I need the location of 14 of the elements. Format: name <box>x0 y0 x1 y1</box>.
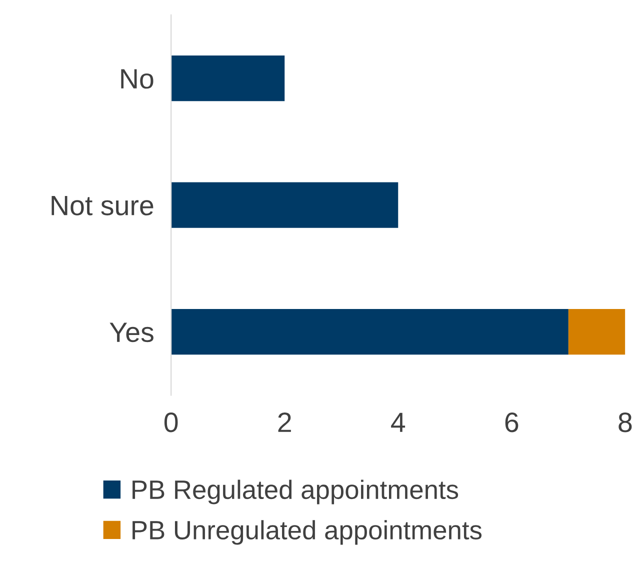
x-tick-label: 6 <box>505 412 518 432</box>
x-tick-label: 4 <box>391 412 406 432</box>
bar <box>171 308 568 355</box>
y-tick-label: Yes <box>110 322 154 342</box>
x-tick-label: 8 <box>618 412 632 432</box>
legend-label: PB Unregulated appointments <box>132 520 482 545</box>
bar <box>171 56 285 102</box>
bar <box>568 308 626 355</box>
y-tick-label: Not sure <box>52 196 154 216</box>
x-tick-label: 0 <box>164 412 178 432</box>
bar <box>171 182 398 228</box>
x-tick-label: 2 <box>278 412 291 432</box>
y-tick-label: No <box>121 69 154 89</box>
legend-label: PB Regulated appointments <box>132 480 458 504</box>
